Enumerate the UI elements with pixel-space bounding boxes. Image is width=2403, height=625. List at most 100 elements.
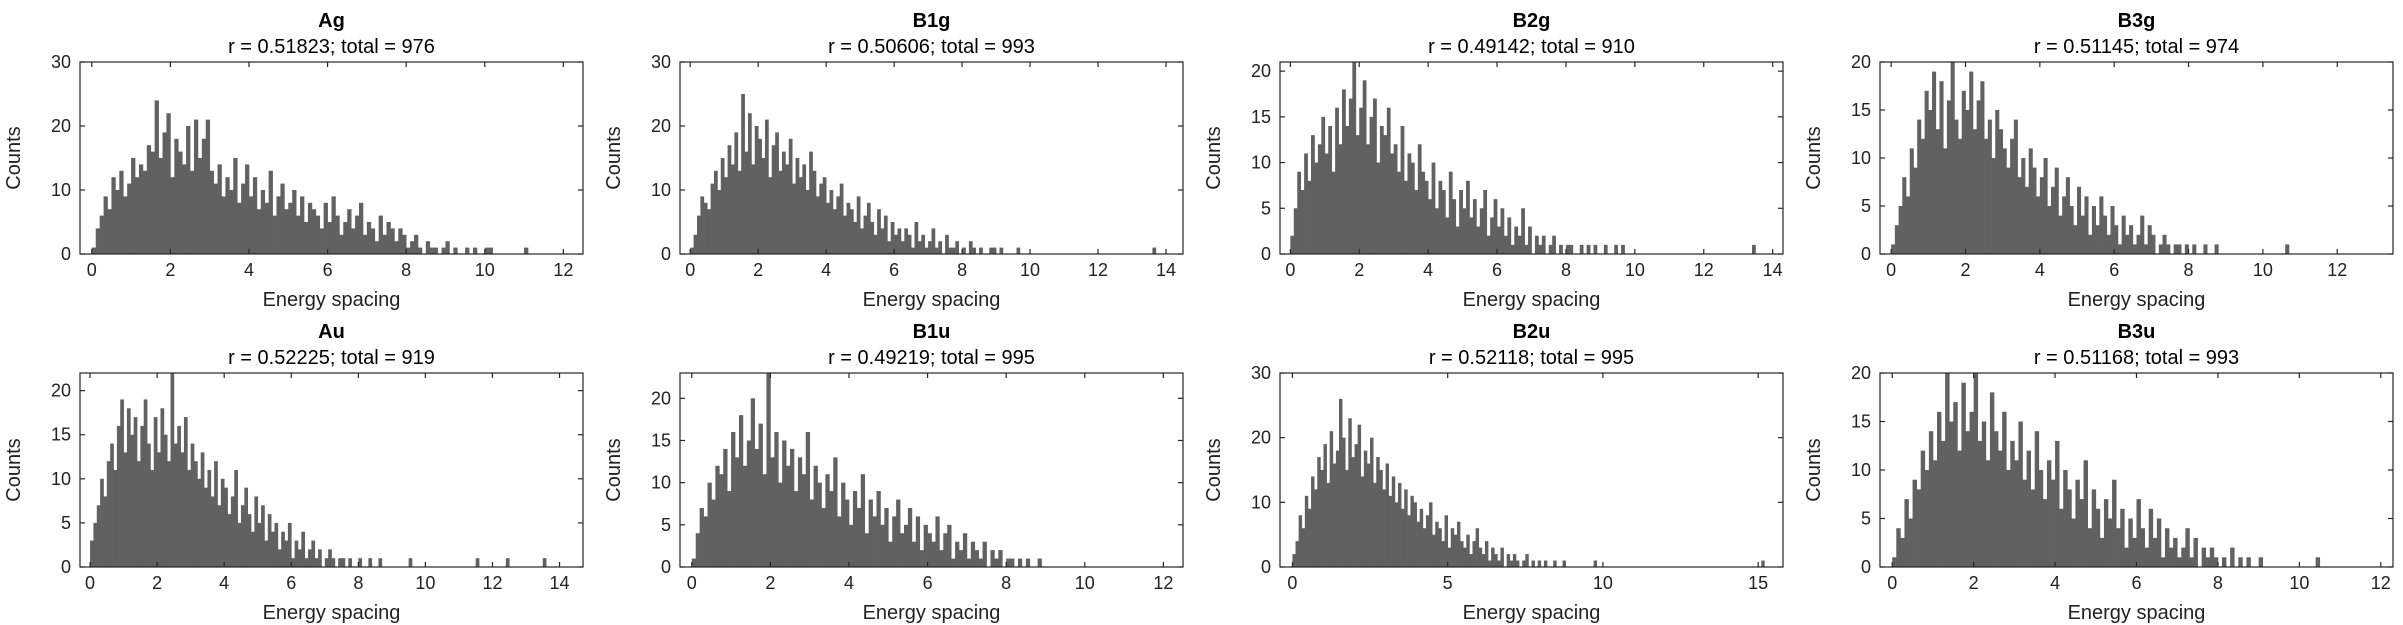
x-tick-label: 4 xyxy=(244,260,254,280)
bar xyxy=(1965,431,1970,567)
bar xyxy=(904,228,909,254)
y-tick-label: 10 xyxy=(51,469,71,489)
bar xyxy=(943,533,948,567)
bar xyxy=(311,540,316,567)
bar xyxy=(1311,135,1315,254)
bar xyxy=(2189,557,2194,567)
bar xyxy=(116,425,121,567)
bar xyxy=(1481,554,1486,567)
bar xyxy=(1553,560,1557,567)
bar xyxy=(1410,162,1415,254)
bar xyxy=(1301,528,1306,567)
bar xyxy=(303,222,309,254)
axes-box xyxy=(679,372,1184,568)
bar xyxy=(2148,508,2154,567)
bar xyxy=(308,549,312,567)
bar xyxy=(204,487,208,567)
y-tick-label: 0 xyxy=(1261,244,1271,264)
bar xyxy=(864,533,869,567)
bar xyxy=(1950,62,1955,254)
bar xyxy=(2075,479,2080,567)
bar xyxy=(264,540,269,567)
bar xyxy=(1351,457,1355,567)
bar xyxy=(1328,126,1333,254)
bar xyxy=(1373,482,1377,567)
bar xyxy=(802,164,807,254)
x-tick-label: 4 xyxy=(821,260,831,280)
bar xyxy=(1488,560,1492,567)
bar xyxy=(1506,554,1511,567)
bar xyxy=(866,202,871,254)
bar xyxy=(887,241,892,254)
bar xyxy=(284,209,289,254)
bar xyxy=(914,222,919,254)
bar xyxy=(1472,541,1476,567)
bar xyxy=(110,443,114,567)
bar xyxy=(2039,177,2044,254)
bar xyxy=(194,461,198,567)
bar xyxy=(433,247,438,254)
bar xyxy=(131,158,136,254)
bar xyxy=(245,164,250,254)
y-axis-label: Counts xyxy=(1203,126,1225,189)
x-tick-label: 4 xyxy=(2050,573,2060,593)
bar xyxy=(813,465,818,567)
bar xyxy=(2106,234,2111,254)
bar xyxy=(2230,547,2235,567)
y-tick-label: 0 xyxy=(1861,244,1871,264)
bar xyxy=(2071,518,2076,567)
bar xyxy=(962,533,968,567)
bar xyxy=(699,507,704,567)
bar xyxy=(1414,190,1419,254)
bar xyxy=(809,151,813,254)
bar xyxy=(2285,244,2290,254)
bar xyxy=(1543,560,1548,567)
bar xyxy=(1331,171,1336,254)
x-tick-label: 14 xyxy=(1156,260,1176,280)
bar xyxy=(2201,547,2207,567)
panel-title: B2g xyxy=(1513,10,1551,32)
bar xyxy=(2184,244,2189,254)
bar xyxy=(1906,196,1911,254)
bar xyxy=(744,151,749,254)
bar xyxy=(1416,521,1421,567)
x-tick-label: 2 xyxy=(1354,260,1364,280)
x-tick-label: 6 xyxy=(2109,260,2119,280)
bar xyxy=(115,190,120,254)
bar xyxy=(819,183,824,254)
bar xyxy=(359,202,364,254)
y-tick-label: 15 xyxy=(1251,107,1271,127)
bar xyxy=(2058,215,2063,254)
bar xyxy=(1894,225,1899,254)
bar xyxy=(707,482,712,567)
bar xyxy=(1324,153,1329,254)
x-tick-label: 14 xyxy=(1763,260,1783,280)
bar xyxy=(939,550,944,567)
bar xyxy=(1362,80,1367,254)
bar xyxy=(2021,158,2026,254)
bar xyxy=(406,247,411,254)
bar xyxy=(261,505,265,567)
bar xyxy=(2214,244,2219,254)
bar xyxy=(2042,499,2048,567)
bar xyxy=(244,487,249,567)
bar xyxy=(771,145,776,254)
bar xyxy=(1438,528,1442,567)
bar xyxy=(1896,528,1901,567)
bar xyxy=(2152,537,2158,567)
bar xyxy=(1503,235,1508,254)
bar xyxy=(1961,382,1966,567)
bar xyxy=(907,234,912,254)
bar xyxy=(472,247,478,254)
bar xyxy=(264,202,269,254)
bar xyxy=(1534,235,1539,254)
bar xyxy=(1586,244,1591,254)
bar xyxy=(1425,515,1430,567)
bar xyxy=(785,164,790,254)
bar xyxy=(1603,244,1608,254)
x-tick-label: 10 xyxy=(1075,573,1095,593)
bar xyxy=(1348,98,1353,254)
bar xyxy=(924,247,929,254)
bar xyxy=(792,183,796,254)
panel-title: B3g xyxy=(2118,10,2156,32)
